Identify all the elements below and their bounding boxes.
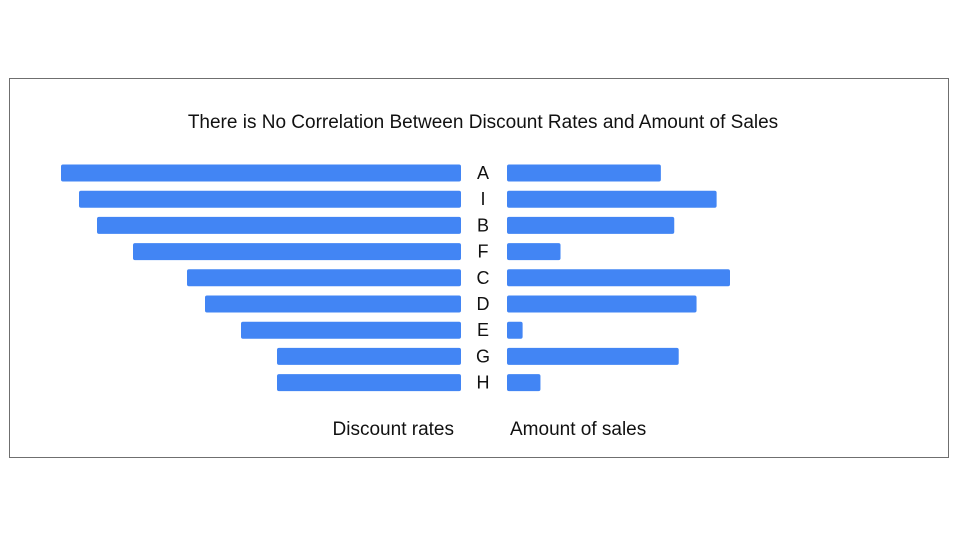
amount-of-sales-caption: Amount of sales xyxy=(510,419,646,440)
category-label-h: H xyxy=(477,373,490,393)
category-label-g: G xyxy=(476,346,490,366)
amount-of-sales-bar-g xyxy=(507,347,679,365)
category-label-b: B xyxy=(477,215,489,235)
amount-of-sales-bar-h xyxy=(507,374,541,392)
category-label-d: D xyxy=(477,294,490,314)
amount-of-sales-bar-c xyxy=(507,269,730,287)
amount-of-sales-bar-e xyxy=(507,321,523,339)
category-label-e: E xyxy=(477,320,489,340)
amount-of-sales-bars xyxy=(507,164,730,392)
chart-title: There is No Correlation Between Discount… xyxy=(188,112,778,133)
discount-rates-caption: Discount rates xyxy=(333,419,454,440)
discount-rate-bar-h xyxy=(277,374,461,392)
amount-of-sales-bar-b xyxy=(507,216,675,234)
discount-rate-bar-c xyxy=(187,269,461,287)
category-label-f: F xyxy=(478,242,489,262)
amount-of-sales-bar-a xyxy=(507,164,661,182)
discount-rate-bar-g xyxy=(277,347,461,365)
discount-rates-bars xyxy=(61,164,461,392)
discount-rate-bar-i xyxy=(79,190,461,208)
amount-of-sales-bar-d xyxy=(507,295,697,313)
discount-rate-bar-a xyxy=(61,164,461,182)
category-label-c: C xyxy=(477,268,490,288)
discount-rate-bar-e xyxy=(241,321,461,339)
category-label-i: I xyxy=(480,189,485,209)
chart-frame xyxy=(9,78,949,458)
discount-rate-bar-d xyxy=(205,295,461,313)
amount-of-sales-bar-i xyxy=(507,190,717,208)
discount-rate-bar-f xyxy=(133,243,461,261)
amount-of-sales-bar-f xyxy=(507,243,561,261)
discount-rate-bar-b xyxy=(97,216,461,234)
category-label-a: A xyxy=(477,163,489,183)
